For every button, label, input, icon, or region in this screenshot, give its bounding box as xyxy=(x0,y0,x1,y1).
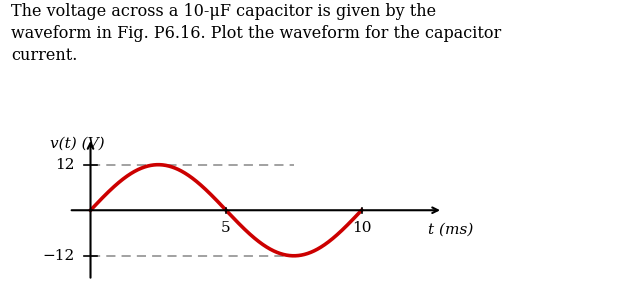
Text: −12: −12 xyxy=(42,249,74,263)
Text: 10: 10 xyxy=(352,221,372,235)
Text: v(t) (V): v(t) (V) xyxy=(50,136,105,150)
Text: The voltage across a 10-μF capacitor is given by the
waveform in Fig. P6.16. Plo: The voltage across a 10-μF capacitor is … xyxy=(11,3,501,64)
Text: t (ms): t (ms) xyxy=(429,223,474,237)
Text: 12: 12 xyxy=(55,158,74,172)
Text: 5: 5 xyxy=(221,221,231,235)
